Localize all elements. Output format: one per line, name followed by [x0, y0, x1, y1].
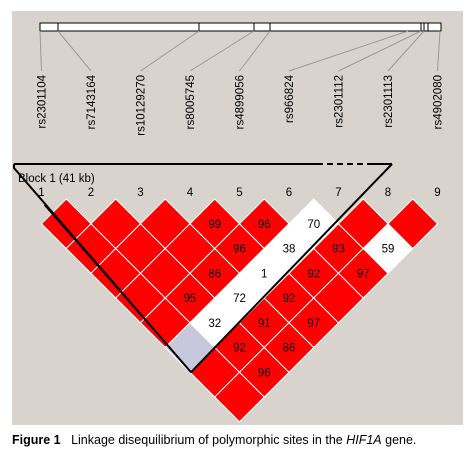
ld-cell-value: 96 [258, 219, 271, 231]
caption-text: Linkage disequilibrium of polymorphic si… [71, 433, 347, 447]
snp-label: rs966824 [284, 74, 296, 123]
marker-number: 3 [137, 187, 143, 199]
ld-cell-value: 97 [357, 268, 370, 280]
ld-cell-value: 70 [307, 219, 320, 231]
ld-cell-value: 32 [208, 318, 221, 330]
marker-number: 6 [286, 187, 292, 199]
ld-cell-value: 86 [283, 343, 296, 355]
ld-cell-value: 96 [233, 244, 246, 256]
snp-connector [39, 30, 42, 72]
snp-label: rs7143164 [86, 74, 98, 129]
ld-cell-value: 72 [233, 293, 246, 305]
block-label: Block 1 (41 kb) [18, 173, 95, 185]
marker-number: 7 [335, 187, 341, 199]
snp-connector [387, 30, 425, 72]
snp-label: rs10129270 [136, 75, 148, 136]
ld-cell-value: 1 [261, 268, 267, 280]
ld-cell [387, 198, 439, 250]
snp-connector [189, 30, 255, 72]
snp-connector [338, 30, 422, 72]
figure-caption: Figure 1 Linkage disequilibrium of polym… [12, 433, 472, 447]
ld-cell-value: 95 [184, 293, 197, 305]
ld-cells: 95 32 92 96 86 72 91 86 99 96 1 92 97 96 38 92 70 93 97 59 [40, 198, 439, 423]
snp-connector [239, 30, 271, 72]
figure-label: Figure 1 [12, 433, 61, 447]
snp-label: rs4899056 [235, 75, 247, 129]
marker-number: 4 [187, 187, 194, 199]
snp-connector [140, 30, 200, 72]
ld-cell-value: 99 [208, 219, 221, 231]
snp-connector [437, 30, 441, 72]
ld-cell-value: 97 [307, 318, 320, 330]
marker-numbers: 1 2 3 4 5 6 7 8 9 [38, 187, 440, 199]
snp-connector [57, 30, 92, 72]
marker-number: 2 [88, 187, 94, 199]
ld-cell-value: 92 [307, 268, 320, 280]
caption-suffix: gene. [381, 433, 417, 447]
gene-track [39, 22, 442, 32]
block-right-edge [190, 163, 393, 373]
marker-number: 9 [434, 187, 440, 199]
snp-label: rs8005745 [185, 75, 197, 129]
ld-cell-value: 86 [208, 268, 221, 280]
gene-track-bar [39, 22, 442, 32]
haplotype-block: Block 1 (41 kb) [13, 163, 393, 373]
ld-cell-value: 38 [283, 244, 296, 256]
snp-connector [288, 30, 409, 72]
ld-figure-panel: rs2301104 rs7143164 rs10129270 rs8005745 rs4… [12, 11, 463, 425]
block-inner-edge [43, 204, 192, 373]
ld-cell-value: 92 [283, 293, 296, 305]
marker-number: 1 [38, 187, 44, 199]
caption-gene: HIF1A [346, 433, 382, 447]
snp-connectors [39, 30, 441, 72]
snp-label: rs2301113 [383, 75, 395, 128]
ld-cell-value: 91 [258, 318, 271, 330]
ld-cell-value: 96 [258, 367, 271, 379]
marker-number: 5 [236, 187, 242, 199]
ld-plot: rs2301104 rs7143164 rs10129270 rs8005745 rs4… [13, 22, 445, 423]
ld-cell-value: 92 [233, 343, 246, 355]
ld-cell-value: 93 [332, 244, 345, 256]
ld-cell-value: 59 [382, 244, 395, 256]
snp-label: rs4902080 [433, 75, 445, 129]
snp-label: rs2301112 [334, 75, 346, 128]
snp-labels: rs2301104 rs7143164 rs10129270 rs8005745 rs4… [37, 74, 445, 135]
marker-number: 8 [385, 187, 391, 199]
snp-label: rs2301104 [37, 74, 49, 128]
